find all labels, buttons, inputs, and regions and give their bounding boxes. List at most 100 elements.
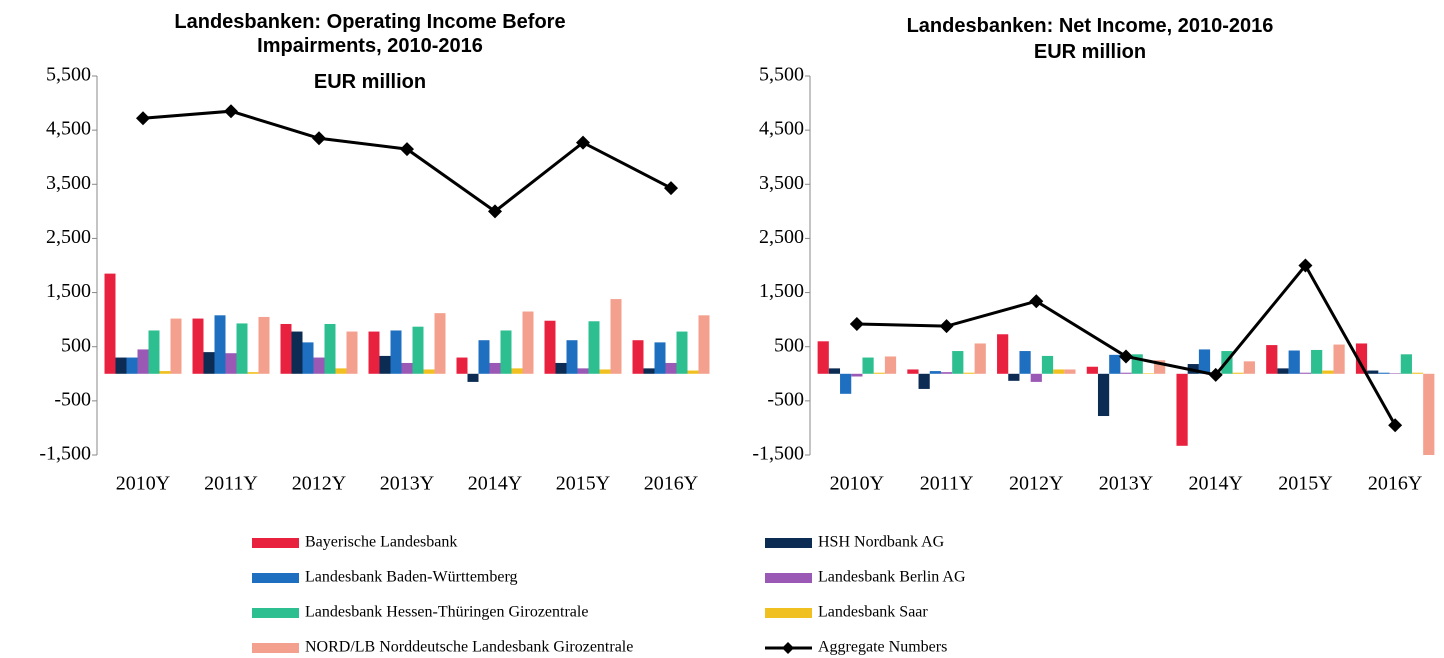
bar — [1176, 373, 1188, 446]
bar — [258, 316, 270, 374]
bar — [522, 311, 534, 374]
legend-swatch — [252, 573, 299, 583]
bar — [862, 357, 874, 374]
bar — [126, 357, 138, 374]
bar — [379, 355, 391, 374]
bar — [687, 370, 699, 374]
marker — [576, 135, 590, 150]
bar — [148, 330, 160, 374]
x-tick-label: 2015Y — [556, 473, 610, 495]
bar — [555, 362, 567, 374]
y-tick-label: 500 — [61, 334, 91, 356]
bar — [368, 331, 380, 374]
legend-label: Landesbank Saar — [818, 604, 928, 621]
bar — [1288, 350, 1300, 374]
bar — [1389, 373, 1401, 374]
x-tick-label: 2011Y — [920, 473, 974, 495]
bar — [610, 299, 622, 374]
chart-title: Landesbanken: Net Income, 2010-2016 — [906, 15, 1274, 37]
bar — [963, 372, 975, 374]
legend-swatch — [252, 608, 299, 618]
bar — [632, 340, 644, 374]
x-tick-label: 2015Y — [1278, 473, 1332, 495]
bar — [1378, 372, 1390, 374]
marker — [1029, 294, 1044, 309]
bar — [1266, 345, 1278, 374]
y-tick-label: 1,500 — [759, 280, 804, 302]
chart-subtitle: EUR million — [313, 71, 427, 93]
bar — [1097, 373, 1110, 417]
y-tick-label: 3,500 — [46, 172, 91, 194]
y-tick-label: 3,500 — [759, 172, 804, 194]
x-tick-label: 2014Y — [468, 473, 522, 495]
legend-label: Landesbank Hessen-Thüringen Girozentrale — [305, 604, 588, 621]
bar — [1355, 343, 1368, 374]
legend-swatch — [765, 573, 812, 583]
bar — [828, 368, 841, 374]
bar — [247, 372, 259, 374]
bar — [192, 318, 204, 374]
bar — [952, 351, 964, 374]
bar — [1322, 370, 1334, 374]
marker — [312, 131, 326, 146]
x-tick-label: 2014Y — [1188, 473, 1242, 495]
bar — [929, 371, 941, 374]
bar — [225, 353, 237, 374]
legend-label: HSH Nordbank AG — [818, 534, 945, 551]
bar — [1131, 354, 1143, 374]
bar — [918, 373, 930, 389]
marker — [1388, 418, 1403, 433]
bar — [588, 321, 600, 374]
bar — [873, 372, 885, 374]
bar — [489, 362, 501, 374]
x-tick-label: 2011Y — [204, 473, 258, 495]
bar — [291, 331, 303, 374]
x-tick-label: 2010Y — [830, 473, 884, 495]
y-tick-label: 4,500 — [759, 118, 804, 140]
y-tick-label: 5,500 — [46, 64, 91, 86]
x-tick-label: 2013Y — [380, 473, 434, 495]
marker — [664, 181, 678, 196]
bar — [1154, 360, 1166, 374]
legend-label: NORD/LB Norddeutsche Landesbank Girozent… — [305, 639, 633, 656]
legend-label: Landesbank Berlin AG — [818, 569, 966, 586]
bar — [654, 342, 666, 374]
bar — [817, 341, 829, 374]
bar — [577, 368, 589, 374]
bar — [1411, 372, 1424, 374]
y-tick-label: -1,500 — [39, 443, 91, 465]
bar — [412, 326, 424, 374]
bar — [324, 323, 336, 374]
x-tick-label: 2016Y — [1368, 473, 1422, 495]
marker — [1119, 349, 1133, 364]
y-tick-label: -500 — [54, 388, 91, 410]
bar — [940, 372, 953, 374]
y-tick-label: 1,500 — [46, 280, 91, 302]
bar — [1232, 372, 1244, 374]
chart-title: Landesbanken: Operating Income Before Im… — [174, 11, 566, 57]
chart-subtitle: EUR million — [1033, 41, 1147, 63]
bar — [1243, 361, 1255, 374]
bar — [1400, 354, 1412, 374]
bar — [280, 323, 292, 374]
bar — [665, 362, 677, 374]
marker — [849, 316, 864, 331]
bar — [203, 352, 215, 374]
x-tick-label: 2010Y — [116, 473, 170, 495]
legend-label: Bayerische Landesbank — [305, 534, 457, 551]
bar — [1142, 373, 1155, 374]
bar — [1120, 372, 1132, 374]
bar — [423, 369, 435, 374]
legend-swatch — [765, 608, 812, 618]
bar — [907, 369, 919, 374]
y-tick-label: 2,500 — [759, 226, 804, 248]
bar — [840, 373, 852, 394]
bar — [115, 357, 127, 374]
y-tick-label: 500 — [774, 334, 804, 356]
bar — [544, 320, 556, 374]
bar — [1299, 372, 1312, 374]
bar — [1008, 373, 1020, 381]
legend-label: Landesbank Baden-Württemberg — [305, 569, 518, 586]
